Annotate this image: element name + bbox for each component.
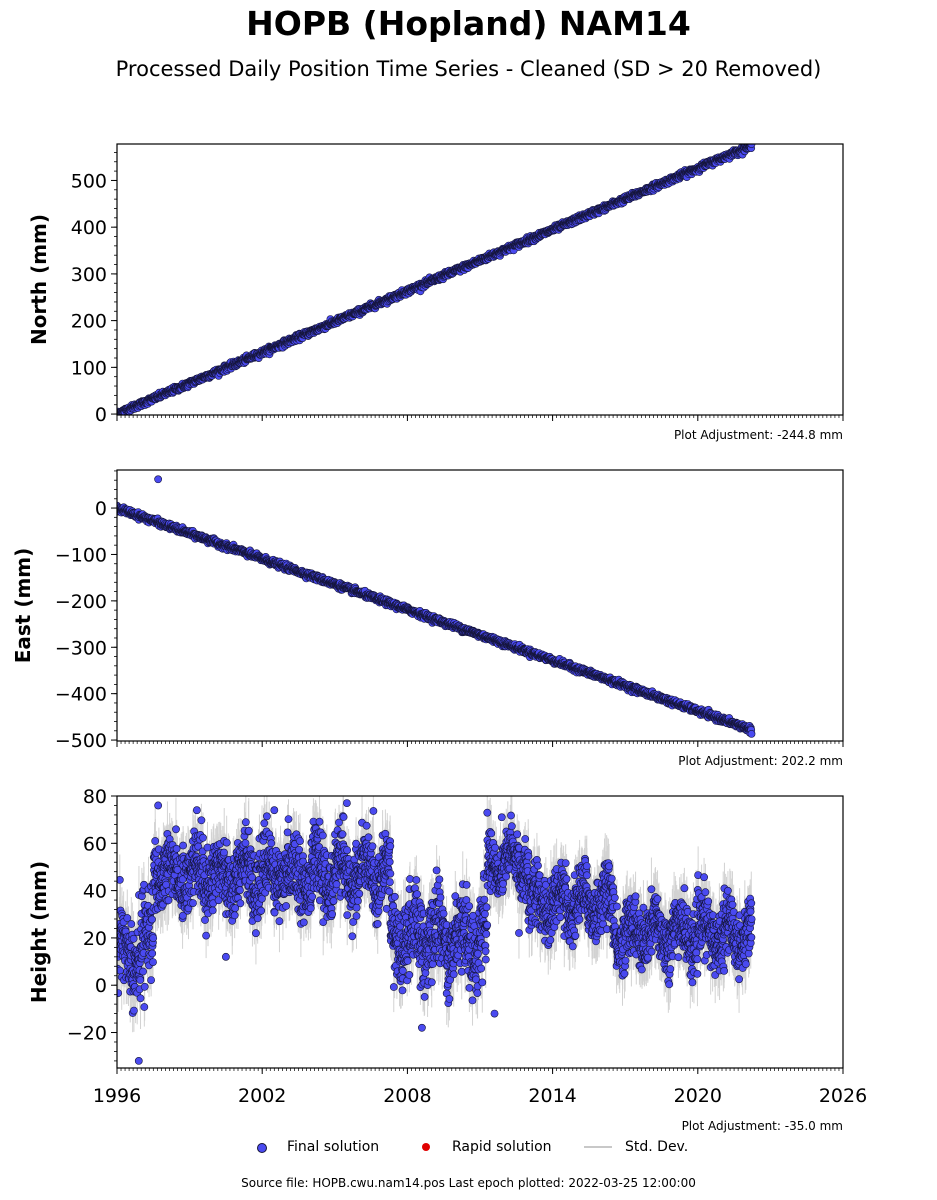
final-solution-points (117, 475, 756, 738)
final-point-outlier (154, 475, 163, 484)
plot-area (117, 796, 756, 1065)
y-tick-label: 100 (71, 357, 107, 379)
y-tick-label: 0 (95, 498, 107, 520)
y-tick-label: 200 (71, 311, 107, 333)
y-tick-label: −100 (55, 544, 107, 566)
plot-area (117, 144, 756, 415)
axes-frame (116, 469, 844, 742)
chart-title: HOPB (Hopland) NAM14 (246, 4, 691, 43)
y-tick-label: −400 (55, 684, 107, 706)
y-axis-label: North (mm) (27, 214, 51, 345)
panel-1: 0 100 200 300 400 500 North (mm) Plot Adjustmen… (27, 143, 844, 442)
panel-2: −500 −400 −300 −200 −100 0 East (mm) Plot Adjus… (11, 469, 844, 768)
y-tick-label: −500 (55, 730, 107, 752)
y-tick-label: 500 (71, 170, 107, 192)
final-point (747, 730, 756, 738)
y-tick-label: −200 (55, 591, 107, 613)
plot-area (117, 475, 756, 738)
final-solution-points (117, 144, 756, 415)
chart-subtitle: Processed Daily Position Time Series - C… (115, 57, 822, 81)
y-tick-label: 300 (71, 264, 107, 286)
y-tick-label: 400 (71, 217, 107, 239)
plot-adjustment-note: Plot Adjustment: 202.2 mm (678, 754, 843, 768)
y-tick-label: −300 (55, 637, 107, 659)
y-axis-label: East (mm) (11, 548, 35, 664)
plot-adjustment-note: Plot Adjustment: -244.8 mm (674, 428, 843, 442)
y-tick-label: 0 (95, 404, 107, 426)
